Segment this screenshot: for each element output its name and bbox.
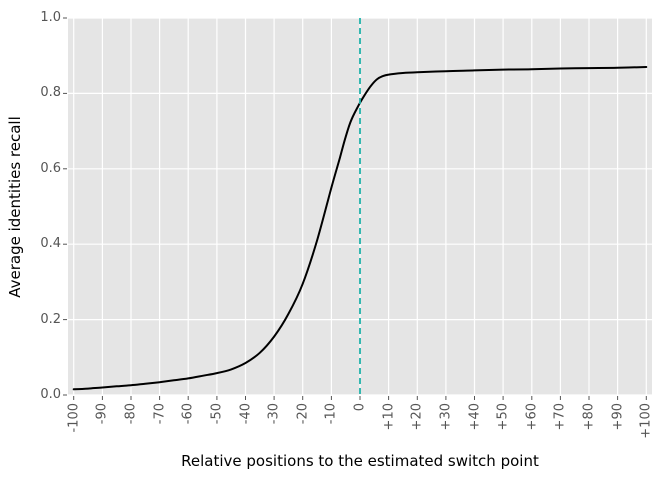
x-tick-label: +10 xyxy=(381,403,397,431)
x-tick-label: -70 xyxy=(152,403,168,425)
x-tick-label: -80 xyxy=(123,403,139,425)
x-tick-label: +60 xyxy=(524,403,540,431)
x-tick-label: -60 xyxy=(180,403,196,425)
y-tick-label: 0.8 xyxy=(40,85,61,101)
y-tick-label: 0.0 xyxy=(40,387,61,402)
x-axis-label: Relative positions to the estimated swit… xyxy=(181,452,539,470)
x-tick-label: -30 xyxy=(266,403,282,425)
x-tick-label: +20 xyxy=(409,403,425,431)
x-tick-label: 0 xyxy=(352,403,368,412)
y-tick-label: 0.2 xyxy=(40,311,61,327)
y-tick-label: 0.4 xyxy=(40,236,61,252)
x-tick-label: -50 xyxy=(209,403,225,425)
x-tick-label: +90 xyxy=(610,403,626,431)
x-tick-label: +30 xyxy=(438,403,454,431)
y-tick-label: 1.0 xyxy=(40,10,61,25)
x-tick-label: +70 xyxy=(552,403,568,431)
x-tick-label: +40 xyxy=(467,403,482,431)
x-tick-label: -100 xyxy=(66,403,82,433)
x-tick-label: -10 xyxy=(323,403,339,425)
y-axis-label: Average identities recall xyxy=(6,116,24,298)
x-tick-label: +100 xyxy=(638,403,654,439)
x-tick-label: -20 xyxy=(295,403,311,425)
x-tick-label: -90 xyxy=(94,403,110,425)
recall-curve xyxy=(72,66,648,391)
x-tick-label: +80 xyxy=(581,403,597,431)
x-tick-label: -40 xyxy=(238,403,253,425)
y-tick-label: 0.6 xyxy=(40,160,61,176)
x-tick-label: +50 xyxy=(495,403,511,431)
